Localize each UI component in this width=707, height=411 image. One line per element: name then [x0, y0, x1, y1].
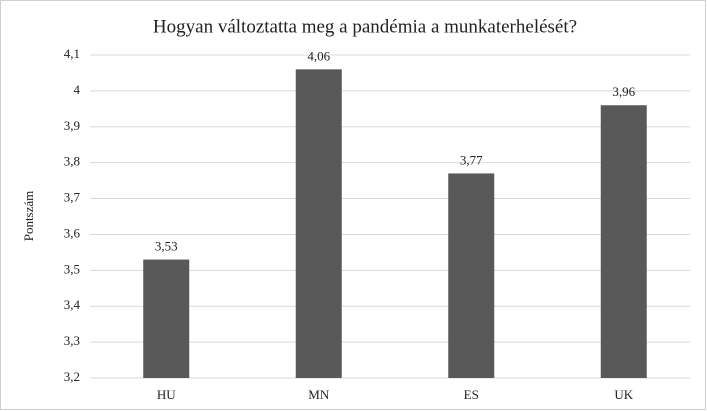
x-tick-label: ES — [464, 387, 479, 402]
chart-title: Hogyan változtatta meg a pandémia a munk… — [153, 16, 577, 37]
x-tick-label: UK — [614, 387, 633, 402]
y-tick-label: 3,9 — [64, 118, 80, 133]
bar — [448, 173, 495, 378]
bar — [143, 259, 190, 378]
y-tick-label: 3,3 — [64, 333, 80, 348]
bar — [600, 105, 647, 378]
x-tick-label: HU — [157, 387, 176, 402]
y-tick-label: 4,1 — [64, 46, 80, 61]
y-tick-label: 3,5 — [64, 261, 80, 276]
bar — [295, 69, 342, 378]
y-tick-label: 3,7 — [64, 190, 81, 205]
y-axis-label: Pontszám — [21, 191, 36, 242]
data-label: 3,77 — [460, 152, 483, 167]
data-label: 4,06 — [307, 48, 330, 63]
y-tick-label: 3,2 — [64, 369, 80, 384]
y-tick-label: 3,8 — [64, 154, 80, 169]
y-tick-label: 3,6 — [64, 225, 81, 240]
x-tick-label: MN — [308, 387, 330, 402]
y-tick-label: 4 — [74, 82, 81, 97]
data-label: 3,96 — [612, 84, 635, 99]
y-tick-label: 3,4 — [64, 297, 81, 312]
data-label: 3,53 — [155, 239, 178, 254]
